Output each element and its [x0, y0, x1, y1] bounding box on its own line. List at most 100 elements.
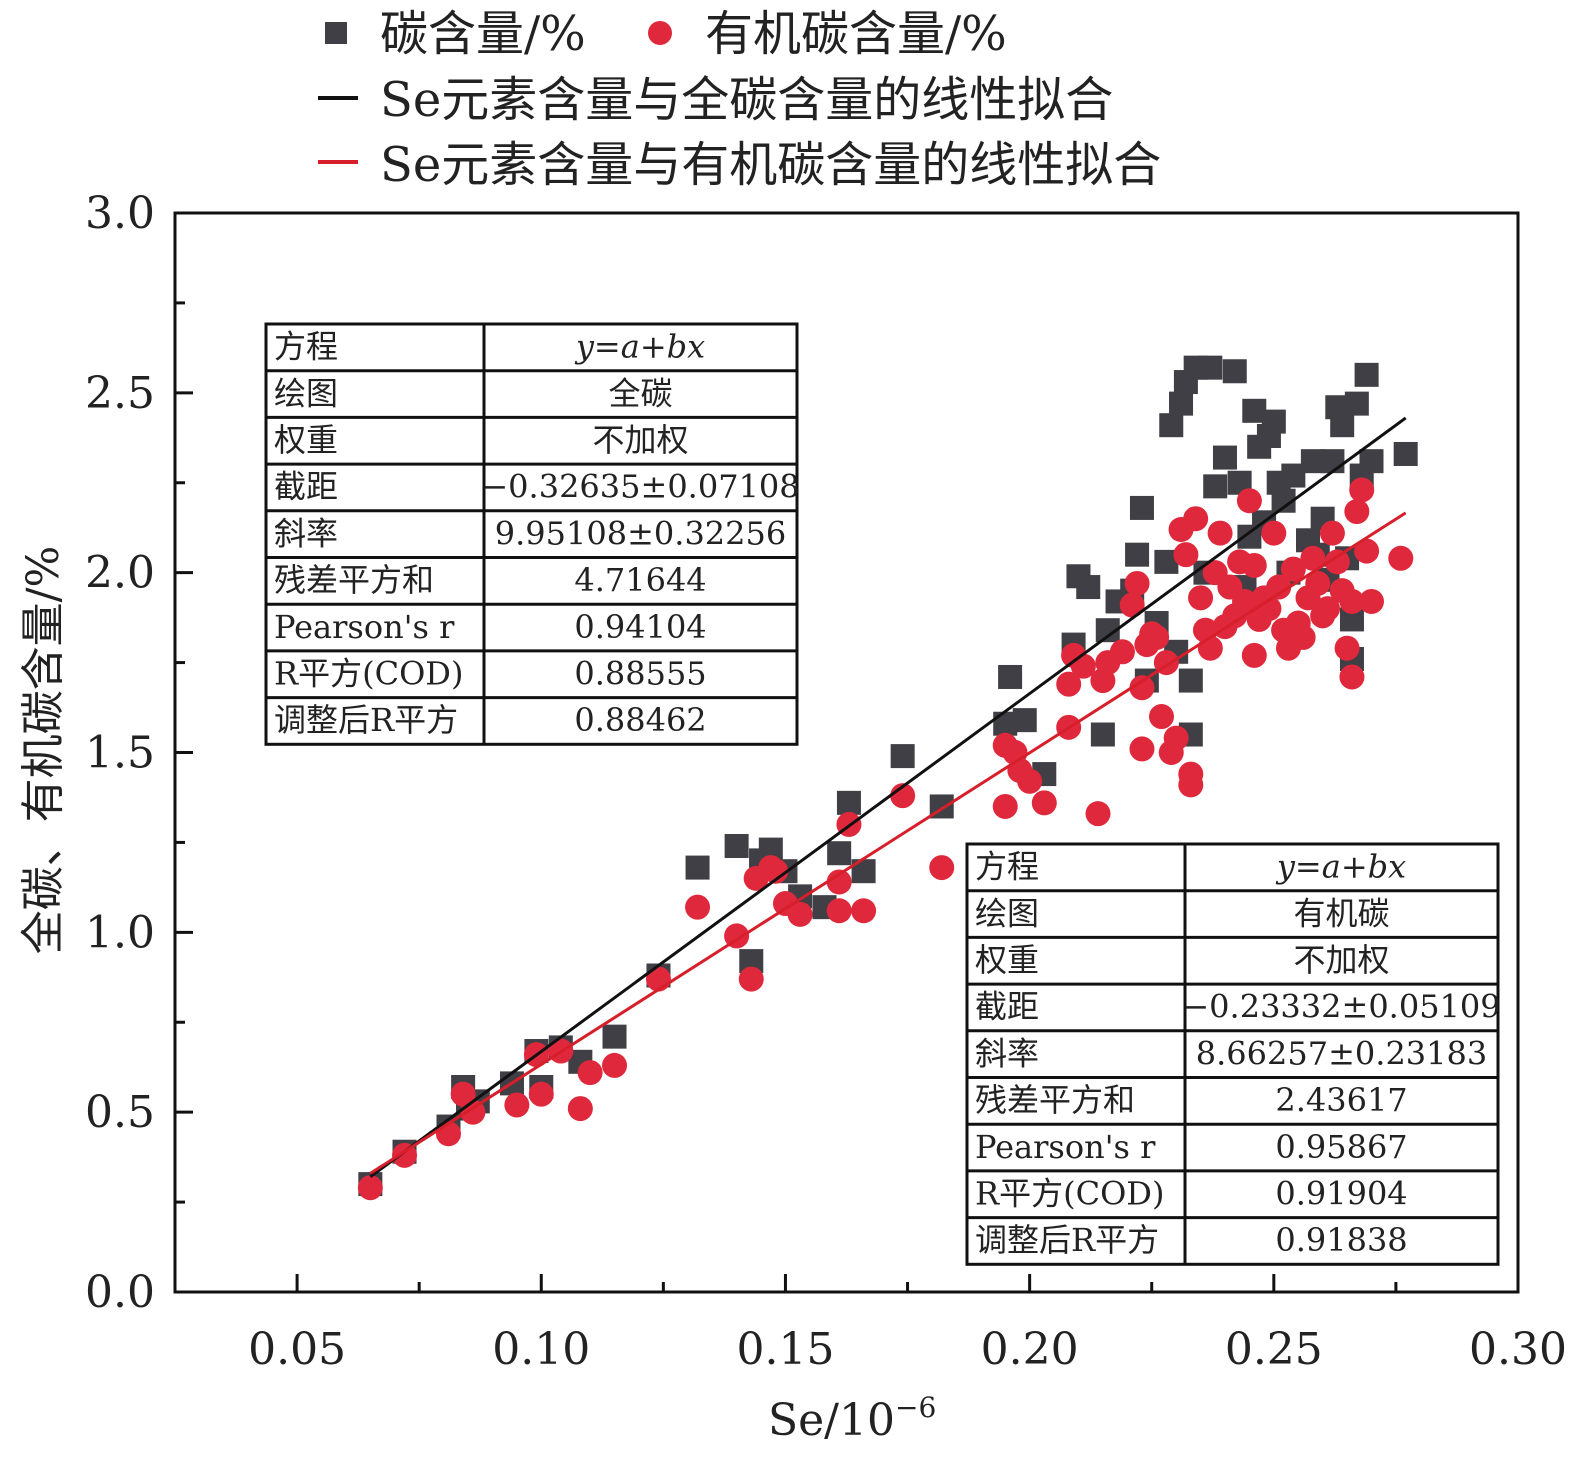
y-tick-label: 2.5	[85, 368, 155, 419]
x-tick-label: 0.20	[981, 1324, 1079, 1375]
table-value-cell: 0.94104	[574, 608, 706, 646]
organic-carbon-point	[992, 793, 1018, 819]
table-value-cell: 不加权	[1293, 941, 1389, 979]
organic-carbon-point	[1178, 761, 1204, 787]
organic-carbon-point	[1017, 768, 1043, 794]
total-carbon-point	[1203, 474, 1228, 499]
table-value-cell: y=a+bx	[1275, 848, 1406, 886]
table-value-cell: 有机碳	[1293, 894, 1389, 932]
organic-carbon-point	[1173, 542, 1199, 568]
y-tick-label: 2.0	[85, 548, 155, 599]
organic-carbon-point	[851, 898, 877, 924]
table-border	[264, 322, 799, 746]
y-tick-label: 1.0	[85, 907, 155, 958]
organic-carbon-point	[1349, 477, 1375, 503]
series-organic-carbon	[357, 477, 1414, 1201]
table-value-cell: 2.43617	[1275, 1081, 1407, 1119]
organic-carbon-point	[1305, 570, 1331, 596]
table-value-cell: −0.23332±0.05109	[1182, 988, 1500, 1026]
x-tick-label: 0.30	[1469, 1324, 1567, 1375]
table-value-cell: 0.88555	[574, 655, 706, 693]
legend-marker-total-carbon	[325, 22, 347, 44]
organic-carbon-point	[826, 869, 852, 895]
fit-line-organic-carbon	[369, 511, 1407, 1175]
organic-carbon-point	[1334, 635, 1360, 661]
total-carbon-point	[1222, 359, 1247, 384]
organic-carbon-point	[826, 898, 852, 924]
organic-carbon-point	[1290, 624, 1316, 650]
table-label-cell: 绘图	[975, 894, 1039, 932]
axis-ticks: 0.05 0.10 0.15 0.20 0.25 0.30 0.0 0.5 1.0 1.5 2.0 2…	[85, 188, 1567, 1375]
total-carbon-point	[1393, 441, 1418, 466]
table-border	[965, 842, 1500, 1266]
total-carbon-point	[685, 855, 710, 880]
organic-carbon-point	[738, 966, 764, 992]
table-value-cell: 8.66257±0.23183	[1196, 1034, 1487, 1072]
table-label-cell: R平方(COD)	[975, 1175, 1164, 1213]
y-tick-label: 0.0	[85, 1267, 155, 1318]
organic-carbon-point	[1031, 790, 1057, 816]
organic-carbon-point	[1119, 592, 1145, 618]
table-value-cell: 不加权	[592, 421, 688, 459]
organic-carbon-point	[1261, 520, 1287, 546]
legend-marker-organic-carbon	[648, 21, 672, 45]
table-label-cell: 调整后R平方	[274, 701, 458, 739]
table-label-cell: Pearson's r	[274, 608, 455, 646]
organic-carbon-point	[929, 855, 955, 881]
table-value-cell: 0.91838	[1275, 1221, 1407, 1259]
table-label-cell: 截距	[975, 988, 1039, 1026]
table-label-cell: 截距	[274, 468, 338, 506]
organic-carbon-point	[1188, 585, 1214, 611]
total-carbon-point	[1212, 445, 1237, 470]
total-carbon-point	[1076, 575, 1101, 600]
y-tick-label: 0.5	[85, 1087, 155, 1138]
legend-label-total-carbon: 碳含量/%	[380, 6, 586, 62]
y-axis-title: 全碳、有机碳含量/%	[18, 546, 69, 955]
organic-carbon-point	[1109, 639, 1135, 665]
table-label-cell: 残差平方和	[975, 1081, 1135, 1119]
total-carbon-point	[1330, 413, 1355, 438]
organic-carbon-point	[1324, 549, 1350, 575]
table-value-cell: 0.95867	[1275, 1128, 1407, 1166]
table-label-cell: 斜率	[975, 1034, 1039, 1072]
fit-lines	[369, 416, 1407, 1178]
organic-carbon-point	[504, 1092, 530, 1118]
table-label-cell: 残差平方和	[274, 561, 434, 599]
table-label-cell: 调整后R平方	[975, 1221, 1159, 1259]
x-tick-label: 0.05	[248, 1324, 346, 1375]
organic-carbon-point	[1183, 506, 1209, 532]
organic-carbon-point	[602, 1052, 628, 1078]
legend: 碳含量/% 有机碳含量/% Se元素含量与全碳含量的线性拟合 Se元素含量与有机…	[318, 6, 1161, 193]
table-value-cell: −0.32635±0.07108	[481, 468, 799, 506]
organic-carbon-point	[1163, 725, 1189, 751]
total-carbon-point	[1012, 708, 1037, 733]
organic-carbon-point	[1144, 624, 1170, 650]
organic-carbon-point	[1129, 675, 1155, 701]
organic-carbon-point	[1300, 545, 1326, 571]
organic-carbon-point	[1388, 545, 1414, 571]
organic-carbon-point	[1339, 588, 1365, 614]
total-carbon-point	[1125, 542, 1150, 567]
organic-carbon-point	[567, 1096, 593, 1122]
organic-carbon-point	[528, 1081, 554, 1107]
total-carbon-point	[1159, 413, 1184, 438]
table-label-cell: 权重	[274, 421, 338, 459]
organic-carbon-point	[787, 901, 813, 927]
legend-label-organic-carbon: 有机碳含量/%	[705, 6, 1007, 62]
table-value-cell: 4.71644	[574, 561, 706, 599]
table-label-cell: R平方(COD)	[274, 655, 463, 693]
organic-carbon-point	[357, 1175, 383, 1201]
x-axis-title: Se/10−6	[768, 1391, 936, 1446]
organic-carbon-point	[1358, 588, 1384, 614]
table-value-cell: 全碳	[608, 374, 672, 412]
total-carbon-point	[1129, 495, 1154, 520]
table-label-cell: 斜率	[274, 514, 338, 552]
table-value-cell: 0.91904	[1275, 1175, 1407, 1213]
total-carbon-point	[1198, 355, 1223, 380]
table-value-cell: 9.95108±0.32256	[495, 514, 786, 552]
total-carbon-point	[836, 790, 861, 815]
total-carbon-point	[1320, 449, 1345, 474]
